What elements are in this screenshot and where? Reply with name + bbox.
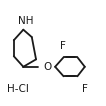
Text: H-Cl: H-Cl: [7, 84, 29, 93]
Text: F: F: [60, 41, 66, 51]
Text: F: F: [82, 84, 88, 94]
Text: NH: NH: [18, 16, 34, 26]
Text: O: O: [43, 62, 51, 72]
